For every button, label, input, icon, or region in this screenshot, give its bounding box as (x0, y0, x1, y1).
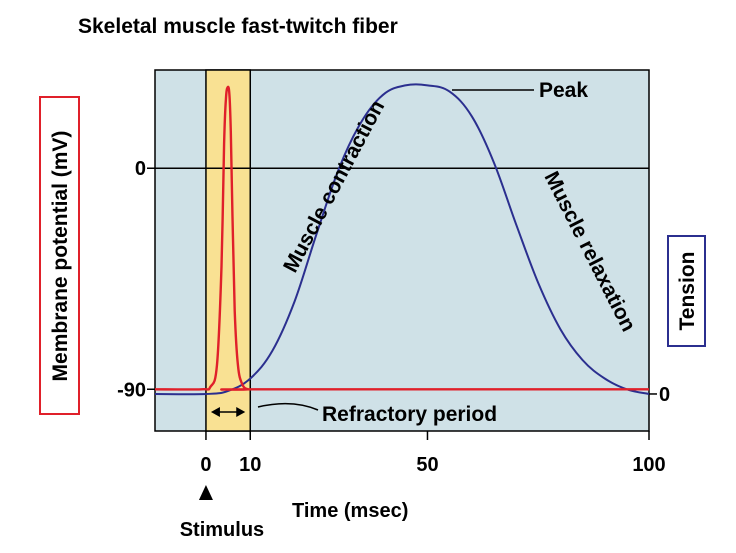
x-tick-label-10: 10 (239, 454, 261, 476)
x-tick-label-50: 50 (416, 454, 438, 476)
series-tension-line (154, 83, 650, 396)
x-tick-label-100: 100 (632, 454, 665, 476)
chart-title: Skeletal muscle fast-twitch fiber (78, 15, 398, 38)
y-right-axis-label: Tension (676, 252, 699, 331)
stimulus-arrow-icon (198, 485, 213, 500)
y-right-tick-label-0: 0 (659, 384, 670, 406)
refractory-band (205, 69, 252, 432)
stimulus-label: Stimulus (180, 519, 264, 541)
x-axis-label: Time (msec) (292, 500, 408, 522)
x-tick-label-0: 0 (200, 454, 211, 476)
y-left-axis-label: Membrane potential (mV) (49, 131, 72, 382)
membrane-potential-label-box (39, 96, 80, 415)
refractory-leader-line (257, 402, 319, 411)
x-axis-ticks: 0 10 50 100 (200, 431, 666, 476)
peak-label: Peak (539, 79, 588, 102)
tension-label-box (667, 235, 706, 347)
refractory-period-label: Refractory period (322, 403, 497, 426)
y-left-tick-label-0: 0 (135, 158, 146, 180)
refractory-double-arrow-icon (210, 407, 246, 417)
series-membrane-potential-line (154, 85, 649, 391)
y-left-tick-label-neg90: -90 (117, 379, 146, 401)
